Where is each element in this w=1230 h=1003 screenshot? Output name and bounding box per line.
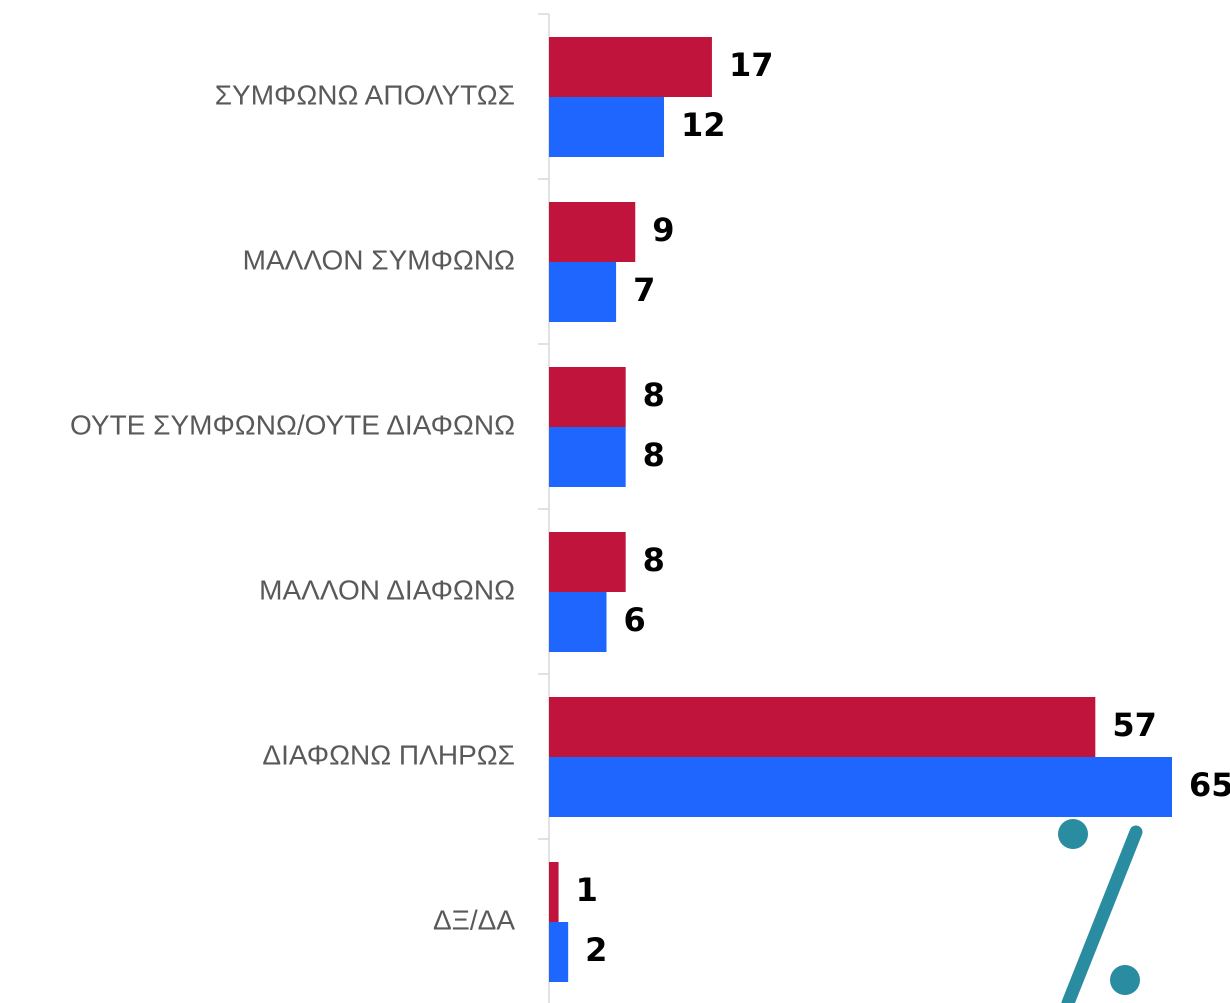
bar [549, 427, 626, 487]
category-label: ΜΑΛΛΟΝ ΔΙΑΦΩΝΩ [259, 574, 515, 605]
value-label: 65 [1189, 766, 1230, 804]
icon-dot [1058, 819, 1088, 849]
category-label: ΟΥΤΕ ΣΥΜΦΩΝΩ/ΟΥΤΕ ΔΙΑΦΩΝΩ [70, 409, 515, 440]
bar [549, 202, 636, 262]
value-label: 8 [643, 376, 665, 414]
category-label: ΣΥΜΦΩΝΩ ΑΠΟΛΥΤΩΣ [215, 79, 515, 110]
category-label: ΔΞ/ΔΑ [433, 904, 515, 935]
bar [549, 37, 712, 97]
value-label: 12 [681, 106, 726, 144]
value-label: 8 [643, 436, 665, 474]
bar [549, 592, 607, 652]
bar [549, 532, 626, 592]
value-label: 6 [624, 601, 646, 639]
bar [549, 697, 1096, 757]
value-label: 1 [576, 871, 598, 909]
value-label: 9 [652, 211, 674, 249]
icon-dot [1110, 965, 1140, 995]
category-label: ΜΑΛΛΟΝ ΣΥΜΦΩΝΩ [243, 244, 515, 275]
bar [549, 97, 665, 157]
icon-slash [1061, 825, 1143, 1003]
value-label: 8 [643, 541, 665, 579]
value-label: 57 [1112, 706, 1157, 744]
value-label: 2 [585, 931, 607, 969]
category-label: ΔΙΑΦΩΝΩ ΠΛΗΡΩΣ [262, 739, 515, 770]
bar [549, 922, 569, 982]
bar [549, 862, 559, 922]
bar [549, 367, 626, 427]
bar [549, 262, 617, 322]
value-label: 17 [729, 46, 774, 84]
percent-icon [1058, 819, 1143, 1003]
bar [549, 757, 1172, 817]
value-label: 7 [633, 271, 655, 309]
